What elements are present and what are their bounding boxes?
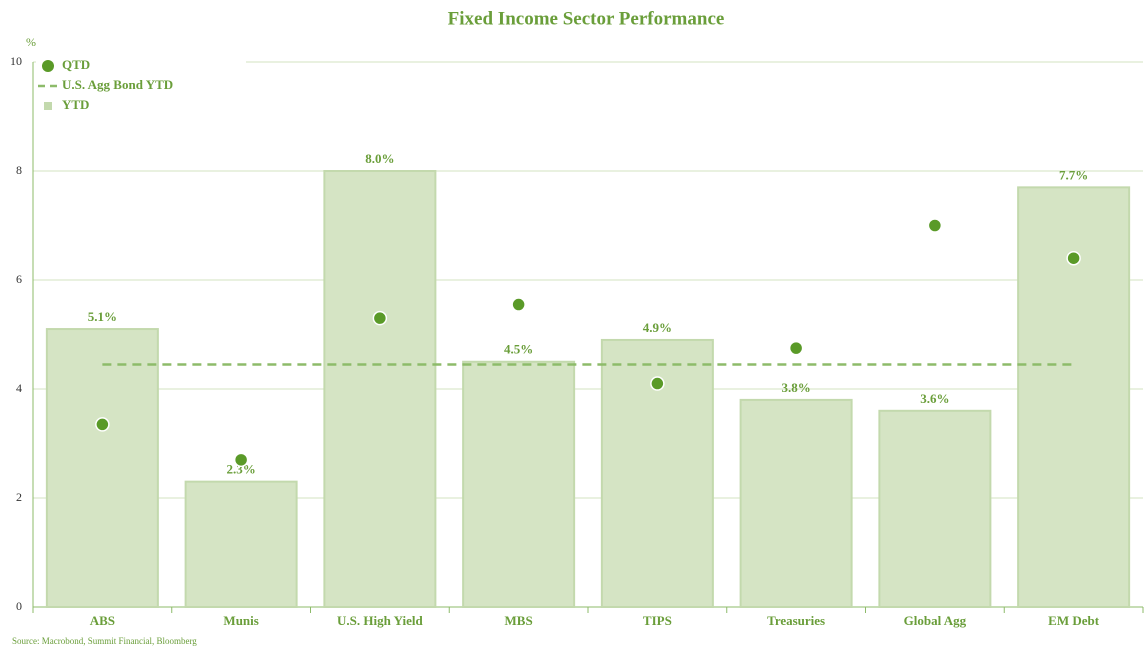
x-tick-label: U.S. High Yield	[337, 613, 423, 628]
legend-swatch	[44, 102, 52, 110]
bar	[45, 328, 159, 608]
x-tick-label: ABS	[90, 613, 115, 628]
data-label: 5.1%	[88, 309, 117, 324]
data-label: 4.5%	[504, 342, 533, 357]
y-axis-label: %	[26, 35, 36, 49]
bar	[184, 480, 298, 608]
y-tick-label: 2	[16, 490, 22, 504]
legend-bg	[36, 52, 246, 118]
x-tick-label: Munis	[223, 613, 258, 628]
data-label: 2.3%	[227, 462, 256, 477]
y-tick-label: 8	[16, 163, 22, 177]
legend-label: U.S. Agg Bond YTD	[62, 77, 173, 92]
data-label: 3.8%	[782, 380, 811, 395]
x-tick-label: Global Agg	[904, 613, 967, 628]
x-tick-label: EM Debt	[1048, 613, 1100, 628]
y-tick-label: 10	[10, 54, 22, 68]
x-tick-label: MBS	[505, 613, 533, 628]
data-label: 7.7%	[1059, 167, 1088, 182]
data-label: 8.0%	[365, 151, 394, 166]
y-tick-label: 0	[16, 599, 22, 613]
chart-title: Fixed Income Sector Performance	[448, 8, 725, 29]
bar	[323, 170, 437, 608]
legend-label: YTD	[62, 97, 89, 112]
qtd-dot	[372, 310, 388, 326]
bar	[739, 398, 853, 608]
qtd-dot	[1066, 250, 1081, 266]
qtd-dot	[788, 340, 804, 356]
qtd-dot	[650, 376, 665, 391]
x-tick-label: Treasuries	[767, 613, 825, 628]
legend-swatch	[42, 60, 54, 72]
legend-label: QTD	[62, 57, 90, 72]
x-tick-label: TIPS	[643, 613, 672, 628]
qtd-dot	[95, 417, 110, 432]
qtd-dot	[233, 452, 249, 468]
qtd-dot	[511, 297, 526, 312]
bar	[600, 338, 714, 608]
data-label: 3.6%	[920, 391, 949, 406]
bar	[878, 409, 992, 608]
y-tick-label: 4	[16, 381, 22, 395]
bar	[462, 360, 576, 608]
data-label: 4.9%	[643, 320, 672, 335]
qtd-dot	[927, 218, 943, 233]
bar	[1017, 186, 1131, 608]
y-tick-label: 6	[16, 272, 22, 286]
source-note: Source: Macrobond, Summit Financial, Blo…	[12, 636, 197, 646]
